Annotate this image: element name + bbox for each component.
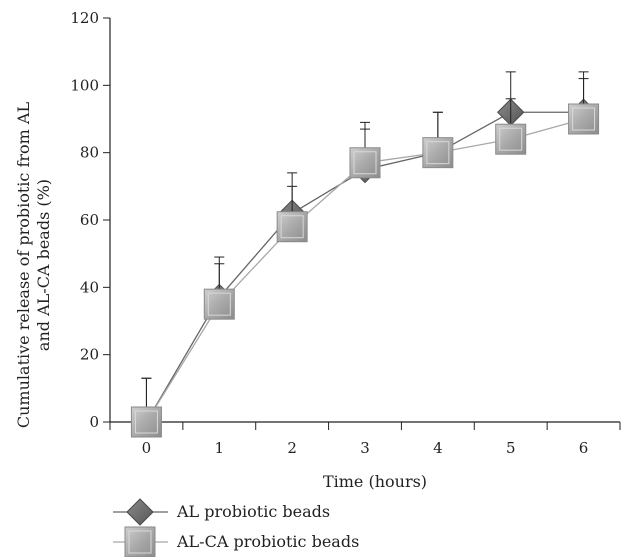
legend: AL probiotic beads AL-CA probiotic beads: [113, 498, 359, 557]
square-point: [495, 123, 527, 155]
x-axis-title: Time (hours): [323, 472, 427, 491]
y-tick-label: 0: [89, 413, 99, 431]
legend-label: AL-CA probiotic beads: [176, 532, 359, 551]
y-axis-ticks: 0 20 40 60 80 100 120: [70, 9, 110, 431]
y-axis-title-line-2: and AL-CA beads (%): [34, 179, 53, 351]
series-layer: [130, 71, 600, 438]
y-axis-title-line-1: Cumulative release of probiotic from AL: [14, 102, 33, 429]
square-point: [130, 406, 162, 438]
square-point: [349, 147, 381, 179]
series-2: [130, 78, 600, 438]
square-point: [422, 137, 454, 169]
legend-item-1: AL probiotic beads: [113, 498, 330, 526]
axes: [109, 18, 620, 423]
x-tick-label: 3: [360, 439, 370, 457]
y-tick-label: 120: [70, 9, 99, 27]
y-tick-label: 40: [80, 278, 99, 296]
legend-label: AL probiotic beads: [176, 502, 330, 521]
y-axis-title: Cumulative release of probiotic from AL …: [14, 102, 53, 429]
legend-square-marker: [124, 526, 156, 557]
x-tick-label: 5: [506, 439, 516, 457]
y-tick-label: 100: [70, 76, 99, 94]
y-tick-label: 20: [80, 346, 99, 364]
x-tick-label: 4: [433, 439, 443, 457]
square-point: [276, 211, 308, 243]
x-tick-label: 0: [142, 439, 152, 457]
x-axis-ticks: 0 1 2 3 4 5 6: [109, 422, 621, 457]
x-tick-label: 1: [215, 439, 225, 457]
x-tick-label: 2: [287, 439, 297, 457]
x-tick-label: 6: [579, 439, 589, 457]
y-tick-label: 80: [80, 144, 99, 162]
square-point: [568, 103, 600, 135]
legend-item-2: AL-CA probiotic beads: [113, 526, 359, 557]
square-point: [203, 288, 235, 320]
legend-diamond-marker: [126, 498, 154, 526]
y-tick-label: 60: [80, 211, 99, 229]
